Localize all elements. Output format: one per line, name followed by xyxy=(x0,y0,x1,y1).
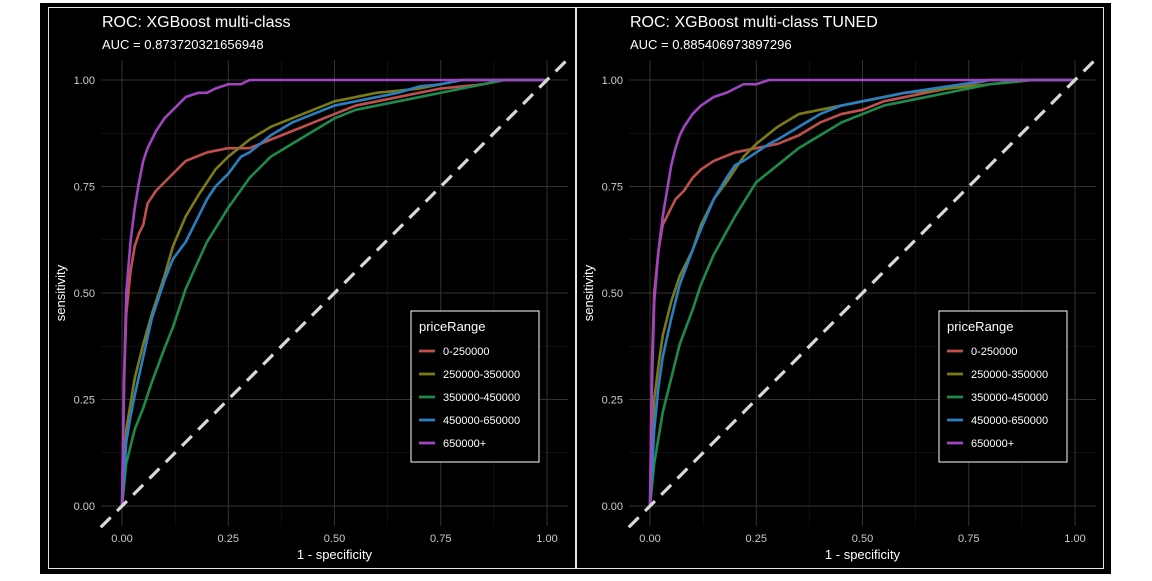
legend-label: 450000-650000 xyxy=(971,415,1048,427)
legend: priceRange 0-250000 250000-350000 350000-45… xyxy=(410,310,540,463)
legend-label: 0-250000 xyxy=(971,346,1018,358)
x-tick-label: 0.50 xyxy=(852,533,873,545)
x-tick-label: 1.00 xyxy=(536,533,557,545)
y-tick-label: 0.25 xyxy=(74,395,95,407)
panel-right-border xyxy=(576,7,1104,569)
x-axis-label: 1 - specificity xyxy=(825,547,901,562)
x-tick-label: 0.00 xyxy=(111,533,132,545)
y-axis-label: sensitivity xyxy=(53,264,68,321)
x-tick-label: 1.00 xyxy=(1064,533,1085,545)
panel-left-border xyxy=(48,7,576,569)
chart-subtitle: AUC = 0.873720321656948 xyxy=(102,37,264,52)
y-tick-label: 1.00 xyxy=(74,75,95,87)
x-tick-label: 0.75 xyxy=(430,533,451,545)
legend-label: 650000+ xyxy=(971,438,1014,450)
x-tick-label: 0.00 xyxy=(639,533,660,545)
legend-label: 250000-350000 xyxy=(443,369,520,381)
legend-label: 250000-350000 xyxy=(971,369,1048,381)
chart-title: ROC: XGBoost multi-class TUNED xyxy=(630,14,878,31)
x-axis-label: 1 - specificity xyxy=(297,547,373,562)
y-tick-label: 0.75 xyxy=(74,182,95,194)
x-tick-label: 0.50 xyxy=(324,533,345,545)
x-tick-label: 0.75 xyxy=(958,533,979,545)
y-tick-label: 0.50 xyxy=(74,288,95,300)
y-tick-label: 0.00 xyxy=(74,501,95,513)
y-tick-label: 0.25 xyxy=(602,395,623,407)
legend: priceRange 0-250000 250000-350000 350000-45… xyxy=(938,310,1068,463)
y-tick-label: 0.00 xyxy=(602,501,623,513)
legend-title: priceRange xyxy=(947,319,1014,334)
y-tick-label: 0.75 xyxy=(602,182,623,194)
legend-box xyxy=(938,310,1068,463)
series-line xyxy=(120,78,547,507)
x-tick-label: 0.25 xyxy=(218,533,239,545)
series-line xyxy=(120,78,547,507)
series-line xyxy=(648,78,1075,507)
reference-diagonal-line xyxy=(627,57,1098,529)
y-axis-label: sensitivity xyxy=(581,264,596,321)
legend-label: 350000-450000 xyxy=(971,392,1048,404)
legend-label: 650000+ xyxy=(443,438,486,450)
chart-panel: ROC: XGBoost multi-class TUNED AUC = 0.88… xyxy=(581,14,1098,562)
y-tick-label: 0.50 xyxy=(602,288,623,300)
chart-title: ROC: XGBoost multi-class xyxy=(102,14,290,31)
y-tick-label: 1.00 xyxy=(602,75,623,87)
reference-diagonal-line xyxy=(99,57,570,529)
legend-label: 350000-450000 xyxy=(443,392,520,404)
x-tick-label: 0.25 xyxy=(746,533,767,545)
chart-panel: ROC: XGBoost multi-class AUC = 0.87372032… xyxy=(53,14,570,562)
series-line xyxy=(120,78,547,507)
legend-label: 0-250000 xyxy=(443,346,490,358)
legend-title: priceRange xyxy=(419,319,486,334)
series-line xyxy=(120,78,547,507)
legend-box xyxy=(410,310,540,463)
series-line xyxy=(648,78,1075,507)
legend-label: 450000-650000 xyxy=(443,415,520,427)
chart-subtitle: AUC = 0.885406973897296 xyxy=(630,37,792,52)
series-line xyxy=(648,78,1075,507)
